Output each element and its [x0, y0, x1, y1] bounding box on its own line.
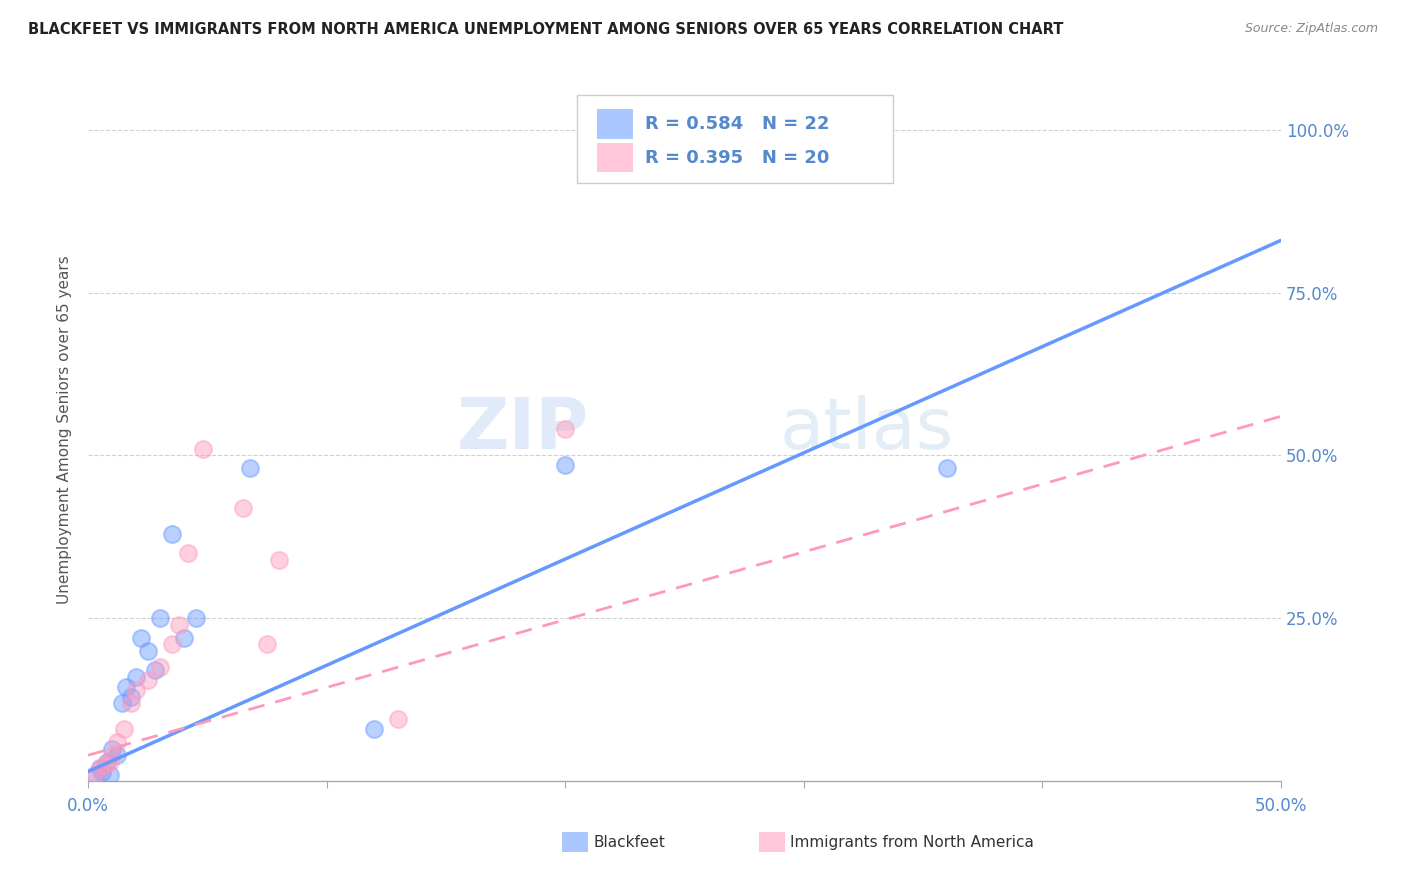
Point — [105, 735, 128, 749]
Point — [554, 422, 576, 436]
Point — [89, 761, 111, 775]
Point — [125, 670, 148, 684]
Text: R = 0.395   N = 20: R = 0.395 N = 20 — [645, 149, 830, 167]
Point — [98, 755, 121, 769]
Point — [143, 664, 166, 678]
Point — [91, 764, 114, 779]
Bar — [598, 109, 633, 138]
Point — [184, 611, 207, 625]
Point — [101, 748, 124, 763]
Text: R = 0.584   N = 22: R = 0.584 N = 22 — [645, 115, 830, 133]
Point — [101, 741, 124, 756]
Text: Immigrants from North America: Immigrants from North America — [790, 835, 1033, 849]
Point — [96, 755, 118, 769]
Point — [232, 500, 254, 515]
Bar — [598, 143, 633, 172]
Point — [84, 768, 107, 782]
Point — [256, 637, 278, 651]
Text: ZIP: ZIP — [457, 395, 589, 464]
Point — [936, 461, 959, 475]
Text: atlas: atlas — [780, 395, 955, 464]
Point — [115, 680, 138, 694]
Point — [125, 683, 148, 698]
Point — [94, 758, 117, 772]
Point — [129, 631, 152, 645]
Point — [177, 546, 200, 560]
Point — [120, 690, 142, 704]
Point — [149, 611, 172, 625]
Point — [239, 461, 262, 475]
Point — [160, 637, 183, 651]
Point — [160, 526, 183, 541]
Point — [110, 696, 132, 710]
Point — [136, 644, 159, 658]
Point — [363, 722, 385, 736]
Point — [120, 696, 142, 710]
Text: BLACKFEET VS IMMIGRANTS FROM NORTH AMERICA UNEMPLOYMENT AMONG SENIORS OVER 65 YE: BLACKFEET VS IMMIGRANTS FROM NORTH AMERI… — [28, 22, 1063, 37]
Point — [173, 631, 195, 645]
Point — [112, 722, 135, 736]
Point — [554, 458, 576, 473]
Point — [167, 618, 190, 632]
Point — [89, 761, 111, 775]
Text: Source: ZipAtlas.com: Source: ZipAtlas.com — [1244, 22, 1378, 36]
Y-axis label: Unemployment Among Seniors over 65 years: Unemployment Among Seniors over 65 years — [58, 255, 72, 604]
Text: Blackfeet: Blackfeet — [593, 835, 665, 849]
Point — [149, 660, 172, 674]
FancyBboxPatch shape — [578, 95, 893, 183]
Point — [267, 552, 290, 566]
Point — [191, 442, 214, 456]
Point — [98, 768, 121, 782]
Point — [387, 712, 409, 726]
Point — [105, 748, 128, 763]
Point — [84, 768, 107, 782]
Point — [136, 673, 159, 688]
